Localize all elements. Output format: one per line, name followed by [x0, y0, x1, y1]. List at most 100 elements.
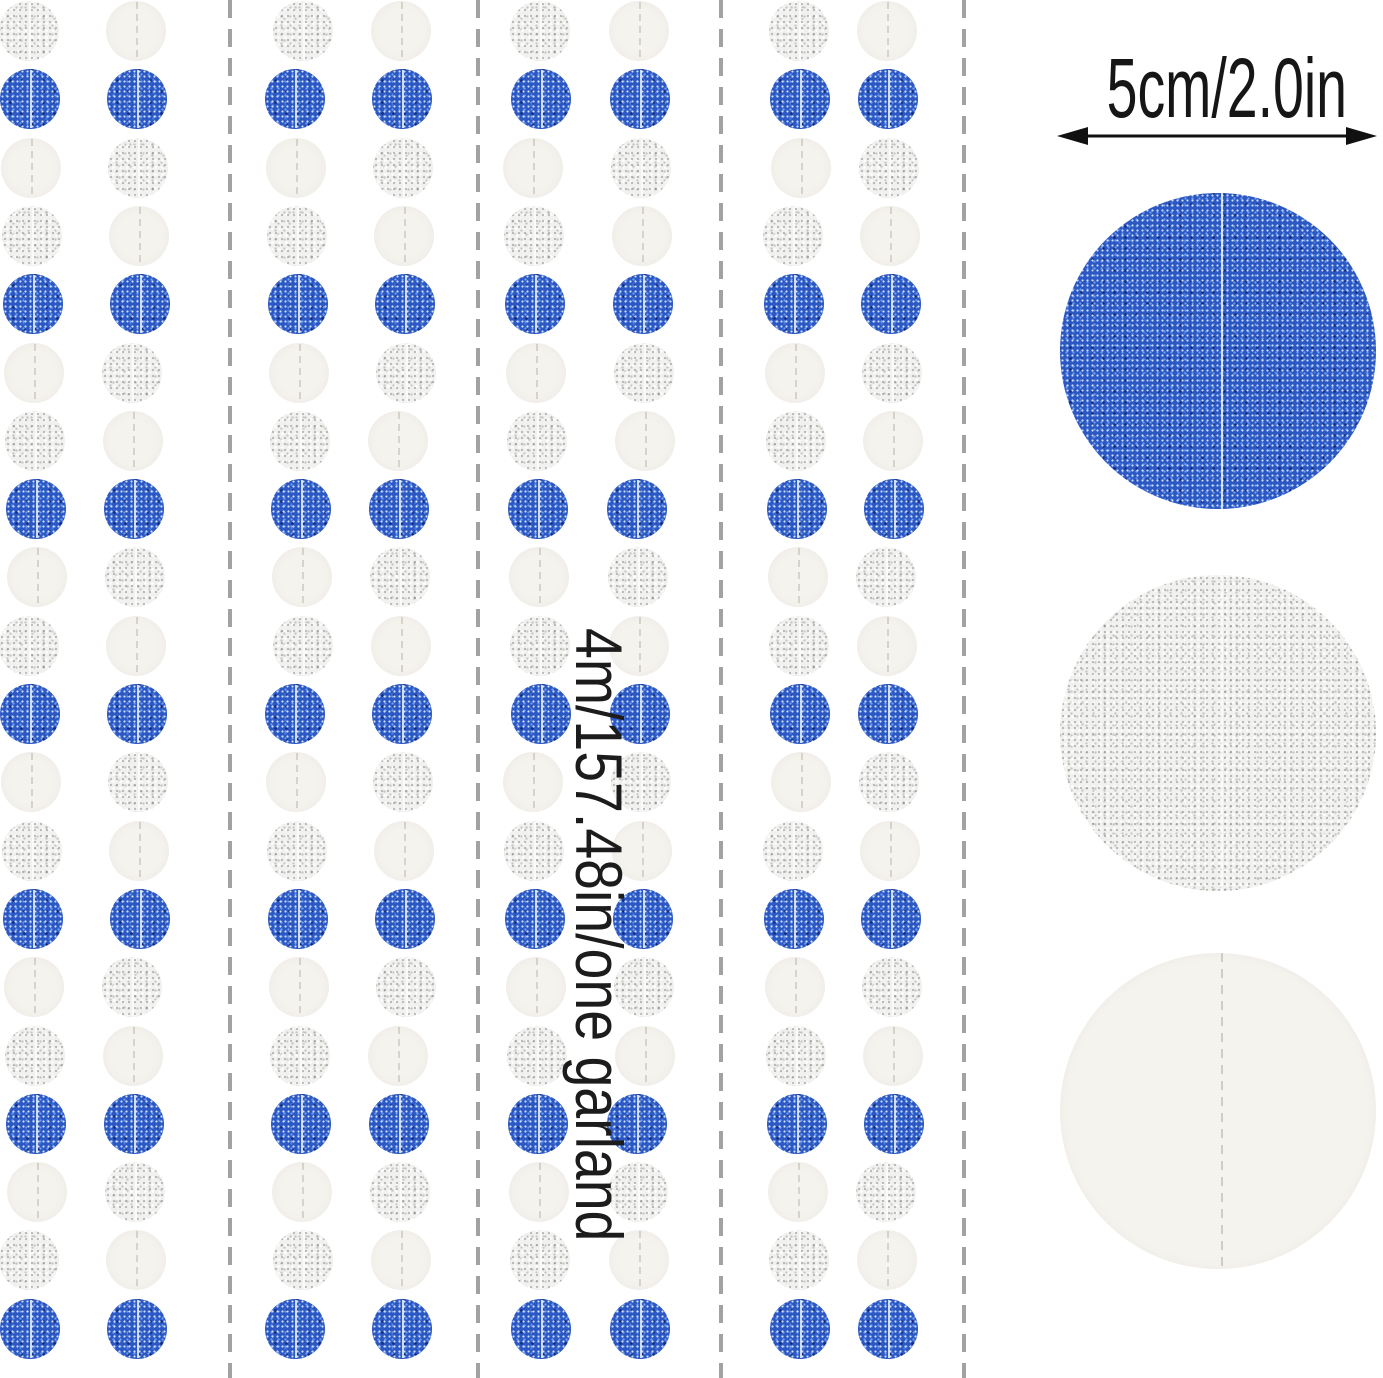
garland-dot-silver — [507, 1026, 567, 1086]
garland-dot-silver — [769, 616, 829, 676]
garland-dot-white — [765, 343, 825, 403]
garland-dot-blue — [505, 274, 565, 334]
garland-dot-blue — [271, 1094, 331, 1154]
garland-dot-silver — [504, 821, 564, 881]
garland-strand-3-right — [607, 0, 675, 1378]
garland-dot-white — [269, 957, 329, 1017]
garland-dot-white — [615, 1026, 675, 1086]
garland-dot-silver — [270, 411, 330, 471]
garland-dot-blue — [369, 479, 429, 539]
garland-dot-white — [509, 547, 569, 607]
garland-dot-blue — [0, 69, 60, 129]
garland-dot-silver — [273, 1230, 333, 1290]
garland-dot-blue — [508, 1094, 568, 1154]
garland-dot-silver — [5, 1026, 65, 1086]
garland-strand-2-right — [368, 0, 436, 1378]
garland-dot-white — [103, 411, 163, 471]
garland-dot-blue — [610, 1299, 670, 1359]
garland-dot-blue — [613, 889, 673, 949]
garland-dot-silver — [102, 957, 162, 1017]
garland-dot-blue — [861, 889, 921, 949]
garland-dot-silver — [108, 138, 168, 198]
garland-dot-blue — [607, 1094, 667, 1154]
garland-dot-silver — [614, 343, 674, 403]
garland-dot-white — [371, 1230, 431, 1290]
garland-dot-silver — [270, 1026, 330, 1086]
garland-dot-silver — [763, 206, 823, 266]
garland-dot-blue — [107, 1299, 167, 1359]
garland-dot-blue — [511, 69, 571, 129]
garland-dot-blue — [3, 889, 63, 949]
garland-dot-silver — [370, 547, 430, 607]
garland-dot-white — [272, 1162, 332, 1222]
garland-dot-blue — [610, 684, 670, 744]
garland-dot-blue — [864, 479, 924, 539]
garland-dot-white — [1, 752, 61, 812]
garland-dot-white — [106, 1, 166, 61]
garland-dot-blue — [607, 479, 667, 539]
garland-dot-silver — [376, 957, 436, 1017]
garland-strand-4-right — [856, 0, 924, 1378]
garland-dot-white — [771, 138, 831, 198]
garland-dot-blue — [770, 69, 830, 129]
garland-dot-silver — [510, 616, 570, 676]
garland-dot-silver — [105, 547, 165, 607]
garland-dot-white — [771, 752, 831, 812]
garland-dot-white — [4, 957, 64, 1017]
garland-dot-white — [612, 206, 672, 266]
cut-line-separator-2 — [476, 0, 480, 1378]
garland-dot-silver — [102, 343, 162, 403]
garland-dot-blue — [764, 889, 824, 949]
garland-dot-blue — [864, 1094, 924, 1154]
garland-dot-white — [106, 616, 166, 676]
garland-dot-blue — [511, 684, 571, 744]
garland-dot-white — [109, 206, 169, 266]
garland-dot-blue — [369, 1094, 429, 1154]
garland-dot-white — [103, 1026, 163, 1086]
garland-dot-blue — [505, 889, 565, 949]
garland-dot-white — [371, 616, 431, 676]
garland-dot-blue — [767, 1094, 827, 1154]
garland-dot-silver — [373, 138, 433, 198]
garland-strand-1-left — [0, 0, 67, 1378]
garland-dot-white — [609, 1230, 669, 1290]
garland-dot-white — [768, 1162, 828, 1222]
garland-dot-blue — [613, 274, 673, 334]
garland-dot-silver — [267, 821, 327, 881]
garland-dot-silver — [862, 343, 922, 403]
garland-area — [0, 0, 966, 1378]
garland-dot-blue — [375, 889, 435, 949]
garland-dot-white — [269, 343, 329, 403]
garland-dot-white — [109, 821, 169, 881]
garland-dot-blue — [110, 889, 170, 949]
garland-dot-blue — [3, 274, 63, 334]
garland-dot-white — [609, 616, 669, 676]
garland-strand-1-right — [102, 0, 170, 1378]
garland-dot-blue — [372, 684, 432, 744]
garland-dot-white — [503, 138, 563, 198]
garland-dot-blue — [265, 1299, 325, 1359]
garland-dot-silver — [504, 206, 564, 266]
garland-dot-blue — [770, 684, 830, 744]
white-paper-circle — [1060, 953, 1376, 1269]
garland-dot-blue — [110, 274, 170, 334]
garland-dot-silver — [273, 1, 333, 61]
garland-dot-silver — [373, 752, 433, 812]
garland-dot-blue — [107, 684, 167, 744]
garland-dot-silver — [859, 752, 919, 812]
garland-strand-3-left — [503, 0, 571, 1378]
garland-dot-white — [266, 752, 326, 812]
garland-dot-silver — [2, 821, 62, 881]
garland-dot-silver — [370, 1162, 430, 1222]
garland-dot-white — [7, 547, 67, 607]
garland-dot-white — [368, 1026, 428, 1086]
cut-line-separator-1 — [228, 0, 232, 1378]
garland-dot-blue — [858, 684, 918, 744]
garland-dot-white — [272, 547, 332, 607]
garland-dot-white — [863, 1026, 923, 1086]
garland-dot-silver — [766, 411, 826, 471]
garland-dot-blue — [861, 274, 921, 334]
garland-dot-blue — [0, 1299, 60, 1359]
garland-dot-blue — [268, 889, 328, 949]
garland-dot-silver — [510, 1, 570, 61]
